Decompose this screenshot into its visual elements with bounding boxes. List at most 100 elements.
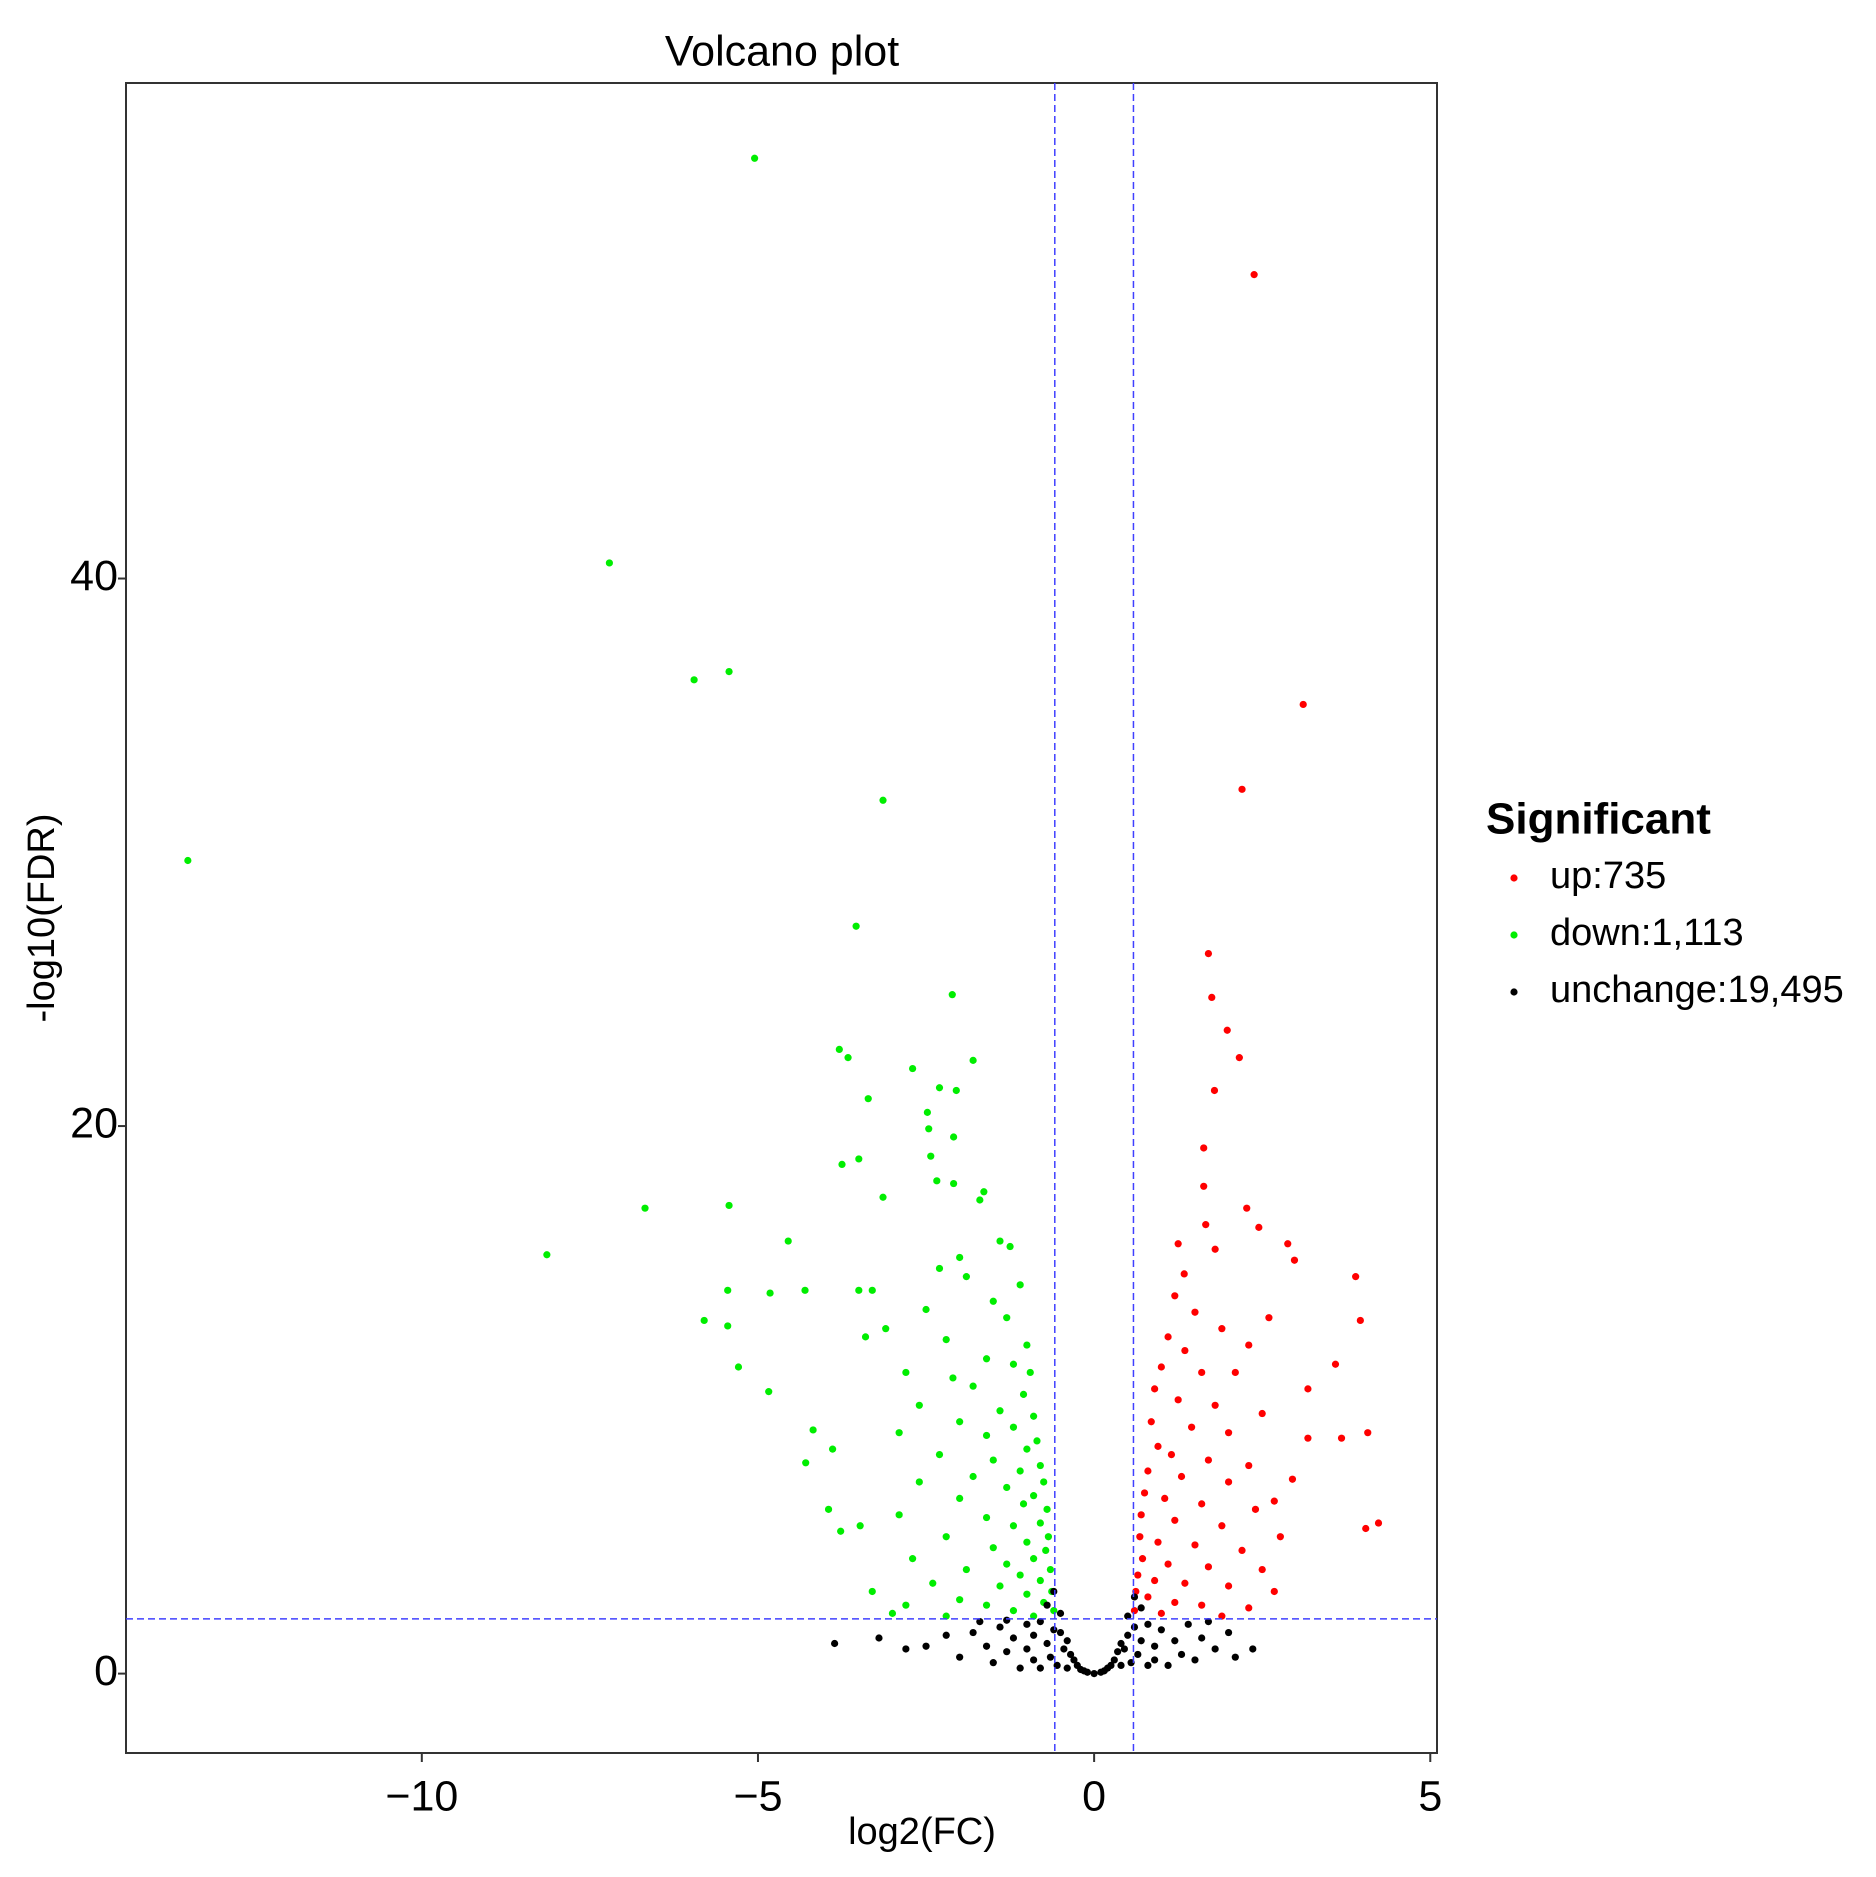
data-point <box>1030 1492 1038 1500</box>
data-point <box>852 922 860 930</box>
data-point <box>1151 1642 1159 1650</box>
data-point <box>935 1084 944 1092</box>
data-point <box>641 1204 649 1212</box>
data-point <box>1191 1308 1199 1316</box>
data-point <box>1036 1461 1044 1470</box>
data-point <box>1255 1223 1263 1231</box>
data-point <box>956 1653 964 1661</box>
data-point <box>1157 1609 1165 1617</box>
data-point <box>1023 1341 1031 1349</box>
data-point <box>824 1505 833 1513</box>
data-point <box>1167 1450 1176 1459</box>
data-point <box>831 1639 839 1648</box>
data-point <box>861 1333 870 1341</box>
data-point <box>1044 1533 1053 1541</box>
data-point <box>1003 1616 1011 1624</box>
data-point <box>1036 1617 1044 1626</box>
data-point <box>734 1363 743 1371</box>
data-point <box>933 1177 941 1185</box>
data-point <box>1083 1668 1091 1676</box>
data-point <box>1042 1546 1050 1555</box>
data-point <box>895 1511 903 1519</box>
data-point <box>1304 1434 1312 1442</box>
data-point <box>1009 1634 1018 1642</box>
data-point <box>902 1601 910 1609</box>
data-point <box>1090 1670 1098 1678</box>
data-point <box>969 1628 977 1637</box>
data-point <box>922 1305 930 1314</box>
data-point <box>1164 1560 1172 1568</box>
data-point <box>1030 1412 1038 1420</box>
data-point <box>1223 1026 1231 1034</box>
x-tick-label: 0 <box>1082 1772 1106 1820</box>
data-point <box>801 1286 809 1294</box>
legend-label: down:1,113 <box>1550 912 1744 954</box>
data-point <box>1009 1360 1018 1368</box>
data-point <box>1235 1054 1243 1062</box>
data-point <box>1050 1626 1058 1634</box>
data-point <box>765 1388 773 1396</box>
data-point <box>1137 1637 1145 1645</box>
data-point <box>1198 1368 1206 1377</box>
data-point <box>1304 1385 1312 1393</box>
data-point <box>1019 1390 1028 1398</box>
data-point <box>1270 1497 1278 1505</box>
x-tick-label: −5 <box>733 1772 782 1820</box>
data-point <box>996 1407 1004 1415</box>
data-point <box>1202 1221 1210 1229</box>
data-point <box>1218 1612 1226 1620</box>
data-point <box>864 1095 872 1103</box>
data-point <box>989 1456 997 1464</box>
data-point <box>996 1623 1004 1631</box>
data-point <box>1356 1316 1364 1325</box>
data-point <box>976 1196 984 1204</box>
data-point <box>935 1264 944 1273</box>
data-point <box>605 559 613 567</box>
data-point <box>828 1445 837 1453</box>
data-point <box>902 1645 910 1653</box>
data-point <box>1211 1401 1219 1409</box>
y-tick-label: 40 <box>70 552 118 600</box>
data-point <box>915 1401 923 1409</box>
data-point <box>844 1054 852 1062</box>
data-point <box>1040 1478 1048 1486</box>
data-point <box>935 1450 944 1459</box>
data-point <box>1030 1631 1038 1639</box>
data-point <box>725 668 733 676</box>
data-point <box>1026 1368 1034 1377</box>
data-point <box>1184 1620 1192 1628</box>
data-point <box>909 1555 917 1563</box>
data-point <box>929 1579 937 1587</box>
data-point <box>1251 1505 1260 1513</box>
legend-marker <box>1510 931 1518 939</box>
data-point <box>1050 1587 1058 1596</box>
data-point <box>1136 1533 1144 1541</box>
data-point <box>982 1431 991 1440</box>
data-point <box>1210 1086 1219 1095</box>
data-point <box>1003 1560 1011 1568</box>
data-point <box>1110 1656 1118 1664</box>
data-point <box>1374 1519 1383 1527</box>
data-point <box>962 1273 970 1281</box>
data-point <box>1204 1456 1213 1464</box>
data-point <box>1023 1445 1031 1453</box>
data-point <box>1003 1314 1011 1322</box>
data-point <box>751 154 759 162</box>
data-point <box>1006 1242 1014 1251</box>
data-point <box>952 1086 960 1095</box>
data-point <box>1036 1576 1044 1585</box>
data-point <box>927 1152 935 1160</box>
data-point <box>1164 1661 1172 1669</box>
data-point <box>725 1201 733 1210</box>
data-point <box>1144 1620 1152 1628</box>
data-point <box>1036 1519 1044 1527</box>
data-point <box>700 1316 708 1325</box>
data-point <box>1337 1434 1346 1442</box>
data-point <box>1138 1555 1147 1563</box>
data-point <box>1198 1634 1206 1642</box>
data-point <box>1218 1522 1226 1530</box>
data-point <box>1174 1240 1182 1248</box>
data-point <box>1258 1409 1266 1418</box>
legend-marker <box>1510 874 1518 882</box>
data-point <box>925 1125 933 1133</box>
